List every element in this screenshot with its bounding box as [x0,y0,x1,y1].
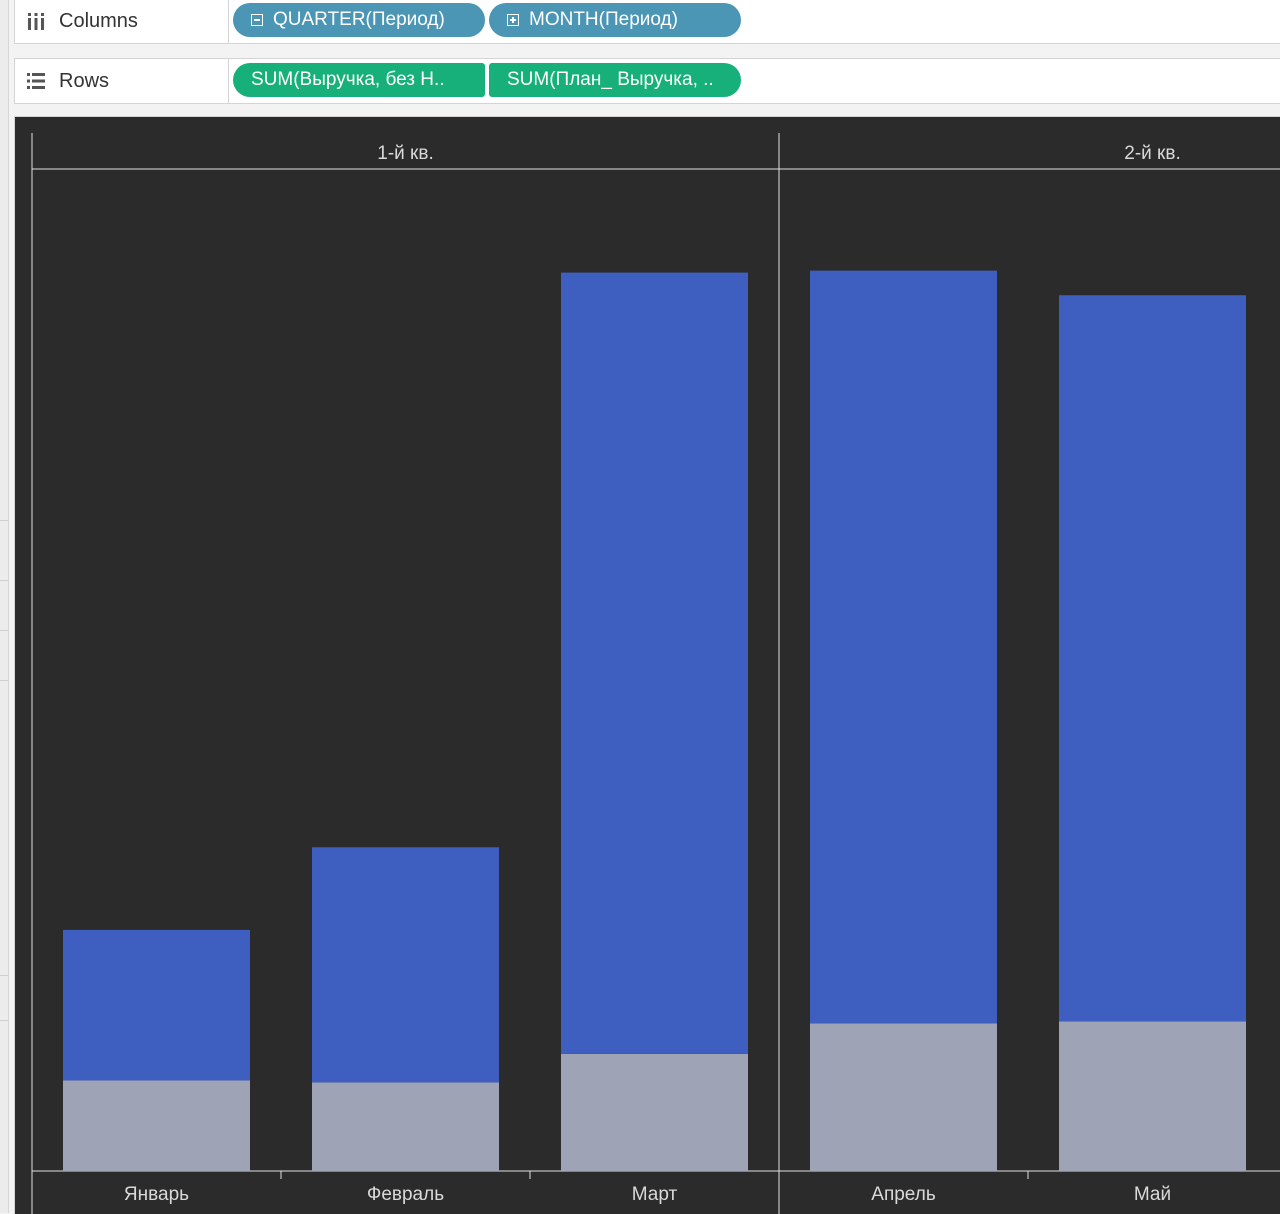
bar-actual-2[interactable] [312,1082,499,1171]
rows-shelf-label-area: Rows [15,59,229,103]
bar-plan-1[interactable] [63,929,250,1081]
month-label: Март [632,1184,678,1205]
bar-chart[interactable]: 1-й кв. Январь Февраль Март 2-й кв. Апрель Май [15,117,1280,1214]
pill-revenue[interactable]: SUM(Выручка, без Н.. [233,63,485,97]
pill-month-label: MONTH(Период) [529,9,678,30]
rows-shelf-label: Rows [59,69,110,92]
columns-shelf[interactable]: Columns QUARTER(Период) MONTH(Период) [14,0,1280,44]
bar-actual-3[interactable] [561,1053,748,1171]
month-label: Январь [124,1184,189,1205]
bar-actual-4[interactable] [810,1023,997,1171]
bar-plan-2[interactable] [312,847,499,1083]
month-label: Февраль [367,1184,444,1205]
month-label: Апрель [871,1184,936,1205]
bar-plan-4[interactable] [810,270,997,1024]
columns-pills: QUARTER(Период) MONTH(Период) [233,3,741,39]
quarter-header: 1-й кв. [377,143,433,164]
visualization-pane[interactable]: 1-й кв. Январь Февраль Март 2-й кв. Апрель Май [14,116,1280,1214]
columns-shelf-label: Columns [59,9,138,32]
bar-actual-1[interactable] [63,1080,250,1171]
pill-quarter-label: QUARTER(Период) [273,9,445,30]
pill-plan-revenue[interactable]: SUM(План_ Выручка, .. [489,63,741,97]
rows-icon [25,70,47,92]
bar-plan-5[interactable] [1059,295,1246,1022]
bar-plan-3[interactable] [561,272,748,1054]
rows-pills: SUM(Выручка, без Н.. SUM(План_ Выручка, … [233,63,741,99]
columns-icon [25,10,47,32]
expand-icon[interactable] [507,14,519,26]
quarter-header: 2-й кв. [1124,143,1180,164]
columns-shelf-label-area: Columns [15,0,229,43]
pill-quarter[interactable]: QUARTER(Период) [233,3,485,37]
pill-month[interactable]: MONTH(Период) [489,3,741,37]
bar-actual-5[interactable] [1059,1021,1246,1171]
collapse-icon[interactable] [251,14,263,26]
rows-shelf[interactable]: Rows SUM(Выручка, без Н.. SUM(План_ Выру… [14,58,1280,104]
left-panel-edge [0,0,9,1213]
month-label: Май [1134,1184,1171,1205]
pill-revenue-label: SUM(Выручка, без Н.. [251,69,445,90]
pill-plan-revenue-label: SUM(План_ Выручка, .. [507,69,714,90]
